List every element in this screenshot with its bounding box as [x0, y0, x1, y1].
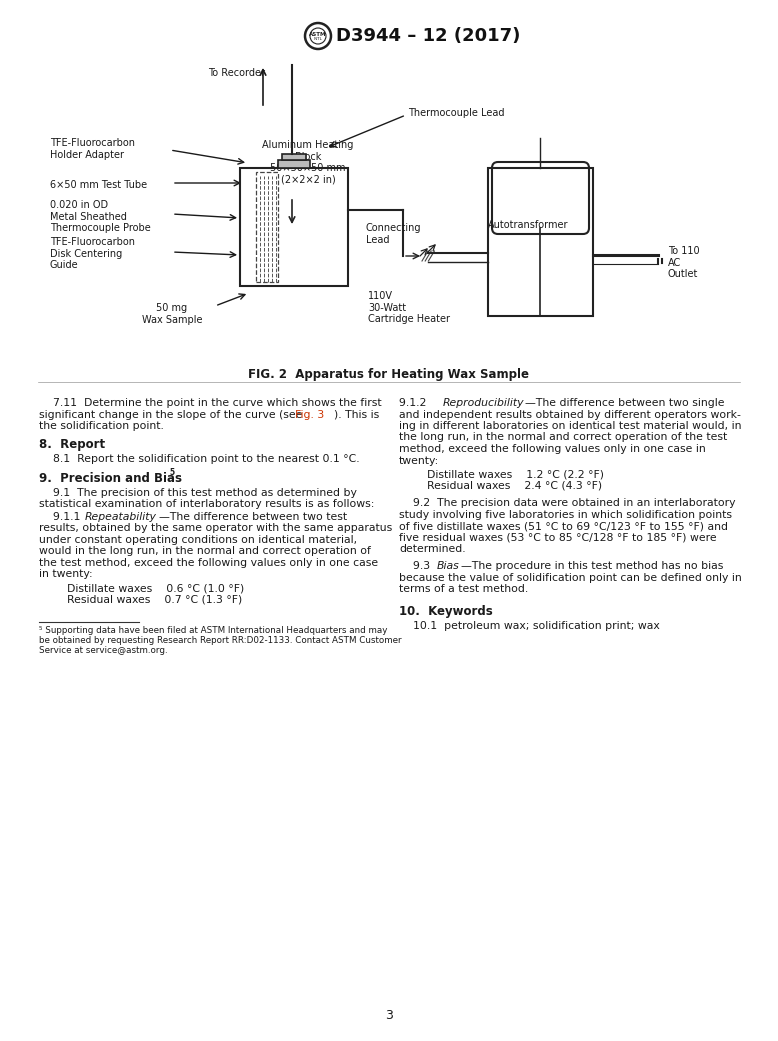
Text: 0.020 in OD
Metal Sheathed
Thermocouple Probe: 0.020 in OD Metal Sheathed Thermocouple …: [50, 200, 151, 233]
Text: study involving five laboratories in which solidification points: study involving five laboratories in whi…: [399, 509, 732, 519]
Text: terms of a test method.: terms of a test method.: [399, 584, 528, 594]
Text: —The difference between two single: —The difference between two single: [525, 398, 724, 408]
Text: 9.1  The precision of this test method as determined by: 9.1 The precision of this test method as…: [53, 487, 357, 498]
Bar: [282, 154, 306, 160]
Text: twenty:: twenty:: [399, 456, 440, 465]
Text: 5: 5: [169, 467, 174, 477]
Text: 8.1  Report the solidification point to the nearest 0.1 °C.: 8.1 Report the solidification point to t…: [53, 454, 359, 464]
Text: 3: 3: [385, 1009, 393, 1022]
Text: Bias: Bias: [437, 561, 460, 572]
Text: —The difference between two test: —The difference between two test: [159, 512, 347, 522]
Text: D3944 – 12 (2017): D3944 – 12 (2017): [336, 27, 520, 45]
Text: Service at service@astm.org.: Service at service@astm.org.: [39, 645, 167, 655]
Text: To Recorder: To Recorder: [208, 68, 265, 78]
Text: Distillate waxes    1.2 °C (2.2 °F): Distillate waxes 1.2 °C (2.2 °F): [427, 469, 604, 479]
Text: To 110
AC
Outlet: To 110 AC Outlet: [668, 246, 699, 279]
Text: 9.1.2: 9.1.2: [399, 398, 433, 408]
Text: be obtained by requesting Research Report RR:D02-1133. Contact ASTM Customer: be obtained by requesting Research Repor…: [39, 636, 401, 645]
Text: Fig. 3: Fig. 3: [295, 409, 324, 420]
Bar: [278, 160, 310, 168]
Text: Autotransformer: Autotransformer: [488, 220, 568, 230]
Text: 10.  Keywords: 10. Keywords: [399, 605, 492, 618]
Text: Distillate waxes    0.6 °C (1.0 °F): Distillate waxes 0.6 °C (1.0 °F): [67, 583, 244, 593]
Text: ⁵ Supporting data have been filed at ASTM International Headquarters and may: ⁵ Supporting data have been filed at AST…: [39, 626, 387, 635]
Text: 50 mg
Wax Sample: 50 mg Wax Sample: [142, 303, 202, 325]
Text: because the value of solidification point can be defined only in: because the value of solidification poin…: [399, 573, 741, 583]
Text: Thermocouple Lead: Thermocouple Lead: [408, 108, 504, 118]
Text: TFE-Fluorocarbon
Disk Centering
Guide: TFE-Fluorocarbon Disk Centering Guide: [50, 237, 135, 271]
Text: Residual waxes    0.7 °C (1.3 °F): Residual waxes 0.7 °C (1.3 °F): [67, 594, 242, 605]
Text: Residual waxes    2.4 °C (4.3 °F): Residual waxes 2.4 °C (4.3 °F): [427, 481, 602, 490]
Text: statistical examination of interlaboratory results is as follows:: statistical examination of interlaborato…: [39, 500, 374, 509]
Text: —The procedure in this test method has no bias: —The procedure in this test method has n…: [461, 561, 724, 572]
Text: Aluminum Heating
Block
50×50×50 mm
(2×2×2 in): Aluminum Heating Block 50×50×50 mm (2×2×…: [262, 139, 354, 185]
Text: 9.1.1: 9.1.1: [53, 512, 87, 522]
Text: the test method, exceed the following values only in one case: the test method, exceed the following va…: [39, 558, 378, 567]
Text: 8.  Report: 8. Report: [39, 438, 105, 451]
Text: of five distillate waxes (51 °C to 69 °C/123 °F to 155 °F) and: of five distillate waxes (51 °C to 69 °C…: [399, 522, 728, 531]
Bar: [488, 168, 593, 316]
Text: method, exceed the following values only in one case in: method, exceed the following values only…: [399, 445, 706, 454]
Text: and independent results obtained by different operators work-: and independent results obtained by diff…: [399, 409, 741, 420]
Text: FIG. 2  Apparatus for Heating Wax Sample: FIG. 2 Apparatus for Heating Wax Sample: [248, 369, 530, 381]
Text: under constant operating conditions on identical material,: under constant operating conditions on i…: [39, 535, 357, 544]
Text: Reproducibility: Reproducibility: [443, 398, 524, 408]
Text: 9.3: 9.3: [413, 561, 437, 572]
Text: five residual waxes (53 °C to 85 °C/128 °F to 185 °F) were: five residual waxes (53 °C to 85 °C/128 …: [399, 533, 717, 542]
Text: 9.2  The precision data were obtained in an interlaboratory: 9.2 The precision data were obtained in …: [413, 498, 735, 508]
Text: the solidification point.: the solidification point.: [39, 421, 164, 431]
Text: 10.1  petroleum wax; solidification print; wax: 10.1 petroleum wax; solidification print…: [413, 621, 660, 631]
Bar: [256, 172, 278, 282]
Text: 7.11  Determine the point in the curve which shows the first: 7.11 Determine the point in the curve wh…: [53, 398, 382, 408]
Text: ing in different laboratories on identical test material would, in: ing in different laboratories on identic…: [399, 421, 741, 431]
Text: Repeatability: Repeatability: [85, 512, 157, 522]
Text: ). This is: ). This is: [334, 409, 379, 420]
Text: 9.  Precision and Bias: 9. Precision and Bias: [39, 472, 182, 485]
Text: would in the long run, in the normal and correct operation of: would in the long run, in the normal and…: [39, 547, 371, 556]
Text: 6×50 mm Test Tube: 6×50 mm Test Tube: [50, 180, 147, 191]
Text: TFE-Fluorocarbon
Holder Adapter: TFE-Fluorocarbon Holder Adapter: [50, 138, 135, 159]
Text: the long run, in the normal and correct operation of the test: the long run, in the normal and correct …: [399, 432, 727, 442]
Text: ASTM: ASTM: [309, 31, 327, 36]
Text: determined.: determined.: [399, 544, 465, 554]
Text: significant change in the slope of the curve (see: significant change in the slope of the c…: [39, 409, 306, 420]
Text: INTL: INTL: [314, 37, 322, 41]
Bar: [240, 168, 348, 286]
Text: results, obtained by the same operator with the same apparatus: results, obtained by the same operator w…: [39, 524, 392, 533]
Text: Connecting
Lead: Connecting Lead: [366, 223, 422, 245]
Text: 110V
30-Watt
Cartridge Heater: 110V 30-Watt Cartridge Heater: [368, 291, 450, 324]
Text: in twenty:: in twenty:: [39, 569, 93, 580]
